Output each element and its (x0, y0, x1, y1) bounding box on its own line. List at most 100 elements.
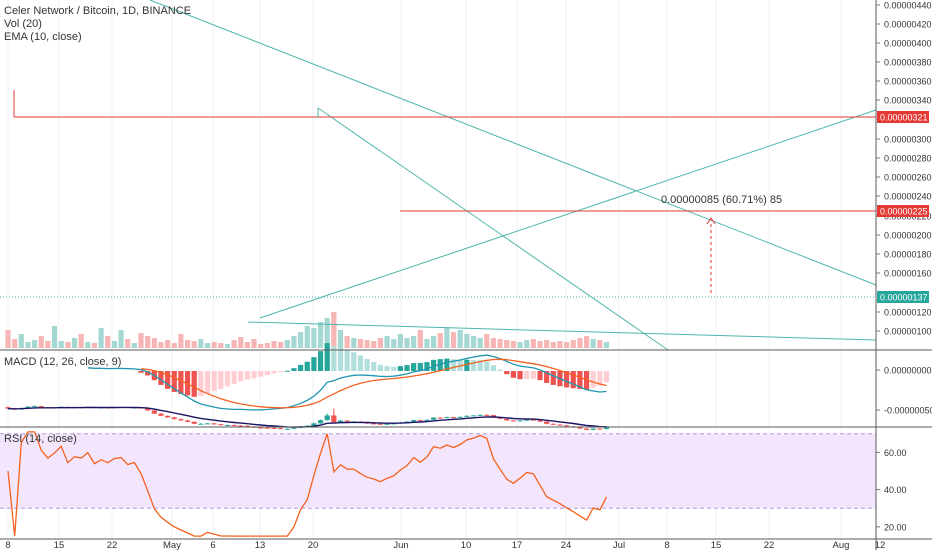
macd-histogram-bar (404, 365, 410, 371)
price-tick-label: 0.00000160 (884, 269, 932, 279)
candle-body (524, 419, 530, 421)
legend-symbol: Celer Network / Bitcoin, 1D, BINANCE (4, 5, 192, 17)
candle-body (344, 420, 350, 422)
macd-histogram-bar (437, 359, 443, 371)
candle-body (218, 424, 224, 426)
rsi-line (7, 431, 608, 537)
candle-body (557, 424, 563, 426)
volume-bar (32, 340, 38, 348)
macd-histogram-bar (411, 363, 417, 371)
volume-bar (444, 328, 450, 348)
macd-histogram-bar (138, 371, 144, 373)
candle-body (264, 427, 270, 429)
volume-bar (464, 334, 470, 348)
macd-histogram-bar (145, 371, 151, 376)
price-tag-last-bg (877, 291, 929, 303)
volume-bar (597, 340, 603, 348)
volume-bar (304, 326, 310, 348)
volume-bar (603, 342, 610, 348)
macd-histogram-bar (464, 359, 470, 371)
time-tick-label: 22 (764, 540, 775, 550)
candle-body (504, 418, 510, 421)
time-tick-label: 8 (5, 540, 10, 550)
candle-body (517, 420, 523, 422)
volume-bar (78, 334, 84, 348)
volume-bar (25, 342, 31, 348)
volume-bar (238, 337, 244, 348)
volume-bar (544, 340, 550, 348)
candle-body (5, 407, 11, 409)
volume-bar (184, 340, 191, 348)
candle-body (484, 414, 490, 416)
candle-body (191, 421, 197, 424)
volume-bar (470, 336, 477, 348)
candle-body (470, 415, 477, 417)
time-tick-label: 13 (255, 540, 266, 550)
macd-histogram-bar (291, 368, 297, 371)
trend-layer (0, 0, 877, 351)
time-tick-label: 6 (210, 540, 215, 550)
price-tick-label: 0.00000240 (884, 192, 932, 202)
volume-bar (490, 338, 497, 348)
macd-layer (87, 343, 610, 411)
macd-histogram-bar (564, 371, 570, 388)
candle-body (583, 428, 590, 430)
volume-bar (18, 334, 24, 348)
macd-histogram-bar (490, 365, 497, 371)
candle-body (324, 415, 330, 421)
price-tick-label: 0.00000400 (884, 39, 932, 49)
volume-bar (364, 340, 370, 348)
volume-bar (331, 312, 337, 348)
legend-main: Celer Network / Bitcoin, 1D, BINANCE Vol… (4, 5, 191, 44)
time-tick-label: 8 (664, 540, 669, 550)
macd-histogram-bar (278, 371, 284, 373)
volume-bar (264, 343, 270, 348)
time-tick-label: 20 (308, 540, 319, 550)
volume-bar (337, 330, 344, 348)
legend-vol: Vol (20) (4, 18, 42, 30)
volume-bar (324, 318, 330, 348)
volume-bar (477, 338, 483, 348)
macd-histogram-bar (484, 361, 490, 371)
volume-bar (178, 334, 184, 348)
candle-body (278, 428, 284, 430)
candle-body (404, 421, 410, 423)
volume-bar (504, 340, 510, 348)
candle-body (411, 420, 417, 422)
price-tick-label: 0.00000380 (884, 58, 932, 68)
volume-bar (344, 336, 350, 348)
axis-layer: 0.00000440 0.00000420 0.00000400 0.00000380… (876, 1, 932, 532)
macd-histogram-bar (258, 371, 264, 377)
macd-histogram-bar (231, 371, 237, 384)
candle-body (597, 428, 603, 430)
volume-bar (5, 330, 11, 348)
volume-bar (91, 343, 98, 348)
volume-bar (198, 339, 204, 348)
macd-histogram-bar (444, 358, 450, 371)
volume-bar (12, 339, 18, 348)
volume-bar (284, 340, 290, 348)
price-tick-label: 0.00000420 (884, 20, 932, 30)
candle-body (145, 408, 151, 411)
volume-bar (417, 330, 423, 348)
macd-histogram-bar (324, 343, 330, 371)
time-tick-label: 24 (561, 540, 572, 550)
macd-histogram-bar (351, 352, 357, 371)
volume-bar (224, 344, 231, 348)
candle-body (165, 415, 171, 418)
candle-body (464, 415, 470, 417)
legend-rsi: RSI (14, close) (4, 433, 77, 445)
trendline-upper-desc (149, 0, 877, 286)
trendline-mid-desc (317, 107, 669, 351)
trendline-bottom (247, 321, 877, 341)
volume-bar (510, 341, 516, 348)
volume-bar (517, 342, 523, 348)
candle-body (544, 421, 550, 424)
volume-bar (357, 339, 364, 348)
macd-histogram-bar (477, 360, 483, 371)
legend-ema: EMA (10, close) (4, 31, 82, 43)
candle-body (151, 410, 157, 414)
candle-body (198, 423, 204, 425)
volume-bar (590, 339, 596, 348)
candle-body (371, 423, 377, 425)
